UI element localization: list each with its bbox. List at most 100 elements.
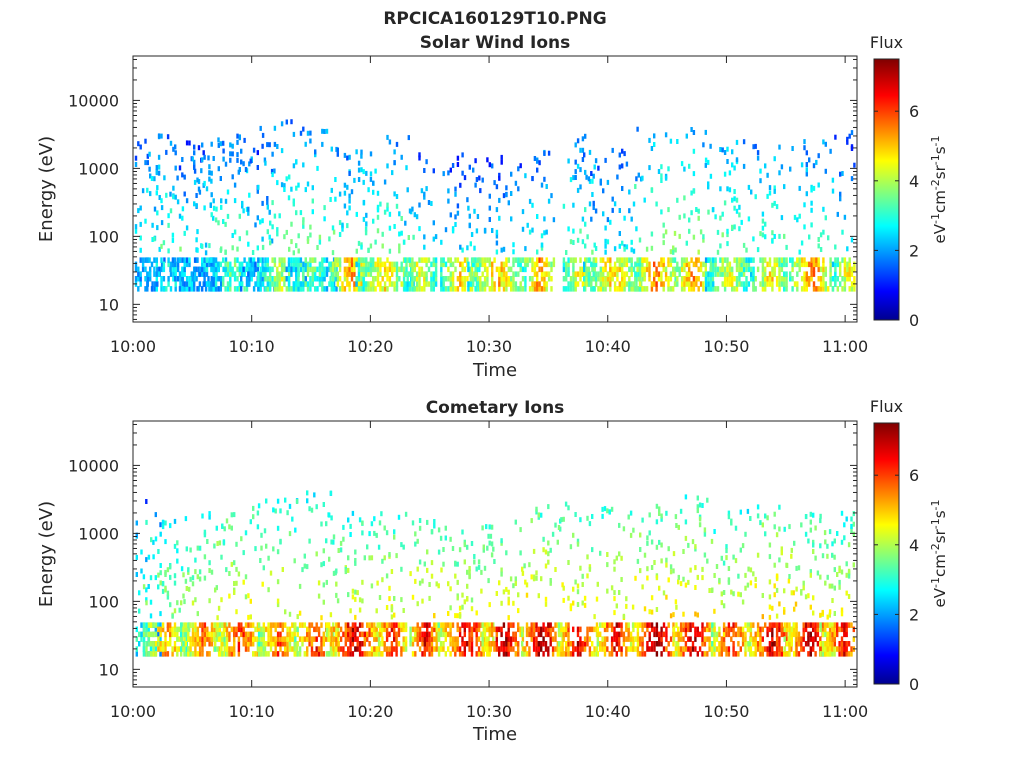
heatmap-cell <box>519 261 522 268</box>
heatmap-cell <box>773 200 776 206</box>
heatmap-cell <box>574 512 577 517</box>
heatmap-cell <box>581 582 584 587</box>
heatmap-cell <box>308 538 311 544</box>
heatmap-cell <box>684 626 688 633</box>
heatmap-cell <box>393 224 396 229</box>
heatmap-cell <box>212 276 215 282</box>
heatmap-cell <box>381 626 384 633</box>
heatmap-cell <box>586 234 589 240</box>
heatmap-cell <box>524 173 527 179</box>
heatmap-cell <box>383 626 386 633</box>
heatmap-cell <box>342 524 345 530</box>
heatmap-cell <box>145 626 148 633</box>
heatmap-cell <box>707 281 710 287</box>
heatmap-cell <box>426 549 429 555</box>
heatmap-cell <box>195 203 198 209</box>
heatmap-cell <box>512 646 515 652</box>
heatmap-cell <box>572 600 575 606</box>
heatmap-cell <box>623 281 626 287</box>
heatmap-cell <box>155 281 158 287</box>
heatmap-cell <box>178 636 181 642</box>
heatmap-cell <box>597 271 600 277</box>
heatmap-cell <box>370 521 374 527</box>
heatmap-cell <box>214 281 218 287</box>
heatmap-cell <box>140 622 143 628</box>
heatmap-cell <box>437 583 440 589</box>
heatmap-cell <box>572 228 575 234</box>
heatmap-cell <box>831 188 835 194</box>
heatmap-cell <box>169 602 172 608</box>
heatmap-cell <box>193 271 197 277</box>
heatmap-cell <box>579 167 582 173</box>
heatmap-cell <box>241 261 244 268</box>
heatmap-cell <box>331 276 335 282</box>
heatmap-cell <box>159 631 162 638</box>
heatmap-cell <box>682 646 685 652</box>
heatmap-cell <box>771 605 774 611</box>
heatmap-cell <box>366 622 369 628</box>
heatmap-cell <box>672 622 675 628</box>
heatmap-cell <box>395 646 398 652</box>
heatmap-cell <box>706 558 709 564</box>
heatmap-cell <box>247 622 250 628</box>
heatmap-cell <box>488 286 491 292</box>
heatmap-cell <box>423 636 426 642</box>
heatmap-cell <box>331 261 335 268</box>
heatmap-cell <box>655 631 659 638</box>
heatmap-cell <box>423 631 426 638</box>
heatmap-cell <box>283 234 286 240</box>
heatmap-cell <box>369 151 373 157</box>
heatmap-cell <box>247 641 250 647</box>
heatmap-cell <box>242 579 245 585</box>
heatmap-cell <box>853 162 856 168</box>
heatmap-cell <box>343 182 347 188</box>
heatmap-cell <box>214 641 217 647</box>
heatmap-cell <box>638 271 642 277</box>
heatmap-cell <box>398 211 401 217</box>
heatmap-cell <box>685 281 688 287</box>
heatmap-cell <box>223 526 226 532</box>
heatmap-cell <box>630 266 633 273</box>
heatmap-cell <box>269 220 272 226</box>
heatmap-cell <box>388 225 392 231</box>
heatmap-cell <box>386 134 389 140</box>
heatmap-cell <box>706 651 709 657</box>
heatmap-cell <box>692 171 696 177</box>
heatmap-cell <box>532 574 536 580</box>
heatmap-cell <box>233 286 237 292</box>
heatmap-cell <box>848 257 851 263</box>
heatmap-cell <box>161 519 165 525</box>
heatmap-cell <box>166 626 170 633</box>
heatmap-cell <box>269 281 272 287</box>
heatmap-cell <box>298 646 302 652</box>
heatmap-cell <box>662 281 665 287</box>
heatmap-cell <box>314 257 317 263</box>
heatmap-cell <box>456 561 459 567</box>
heatmap-cell <box>198 636 202 642</box>
heatmap-cell <box>834 134 837 140</box>
heatmap-cell <box>164 539 167 545</box>
heatmap-cell <box>379 271 382 277</box>
heatmap-cell <box>339 540 343 546</box>
heatmap-cell <box>224 266 227 273</box>
heatmap-cell <box>655 641 659 647</box>
heatmap-cell <box>696 495 699 501</box>
heatmap-cell <box>771 266 774 273</box>
heatmap-cell <box>766 261 769 268</box>
heatmap-cell <box>383 281 387 287</box>
heatmap-cell <box>588 521 592 527</box>
heatmap-cell <box>500 641 503 647</box>
heatmap-cell <box>657 169 661 174</box>
heatmap-cell <box>800 286 804 292</box>
heatmap-cell <box>233 257 237 263</box>
heatmap-cell <box>236 276 239 282</box>
heatmap-cell <box>454 646 457 652</box>
heatmap-cell <box>391 281 394 287</box>
heatmap-cell <box>139 235 142 241</box>
heatmap-cell <box>732 554 735 560</box>
heatmap-cell <box>183 636 186 642</box>
heatmap-cell <box>554 622 557 628</box>
heatmap-cell <box>599 622 602 628</box>
heatmap-cell <box>634 271 637 277</box>
heatmap-cell <box>535 626 538 633</box>
